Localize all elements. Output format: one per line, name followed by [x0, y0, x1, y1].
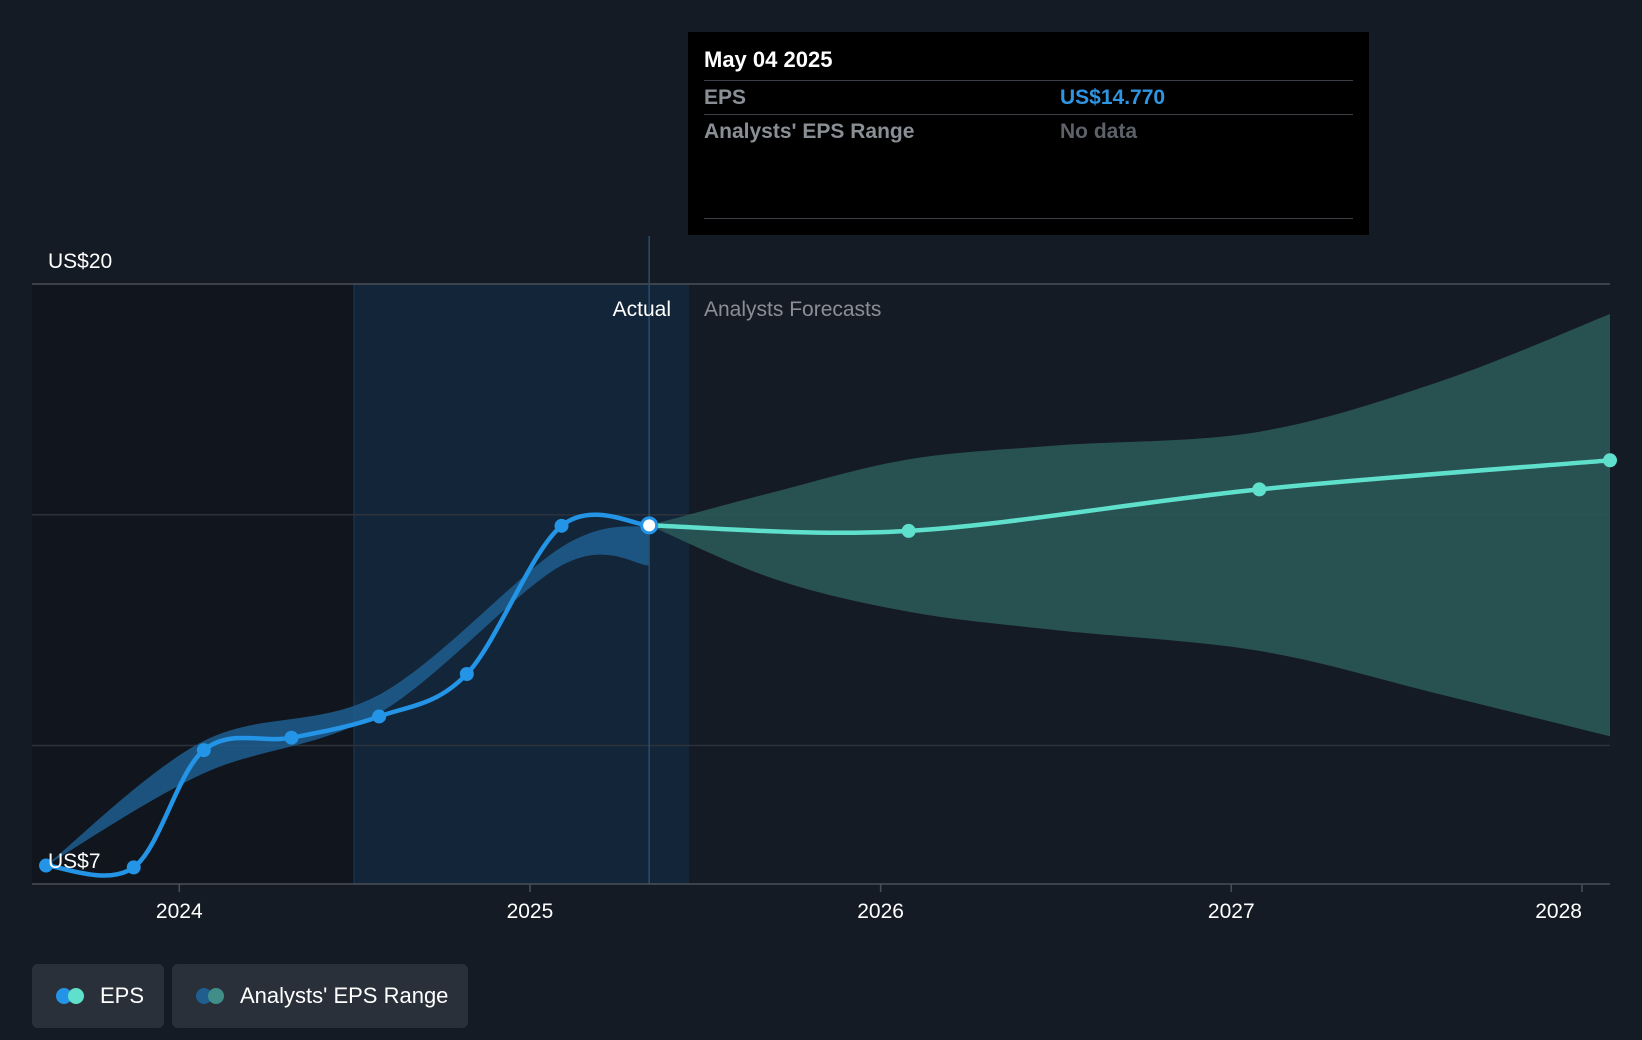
- eps-forecast-line: [646, 458, 1613, 535]
- legend-eps-label: EPS: [100, 983, 145, 1008]
- eps-actual-point[interactable]: [126, 860, 141, 875]
- tooltip-eps-label: EPS: [704, 85, 747, 109]
- eps-actual-point[interactable]: [554, 518, 569, 533]
- eps-legend-icon: [56, 988, 86, 1004]
- tooltip-eps-value: US$14.770: [1060, 85, 1166, 109]
- tooltip-range-label: Analysts' EPS Range: [704, 119, 915, 143]
- eps-forecast-point[interactable]: [1603, 453, 1617, 468]
- x-tick-label: 2025: [507, 900, 554, 923]
- eps-actual-point[interactable]: [39, 858, 54, 873]
- actual-eps-range-band: [46, 525, 650, 866]
- tooltip-date: May 04 2025: [704, 47, 833, 72]
- eps-actual-line: [43, 512, 652, 878]
- tooltip-divider: [704, 218, 1353, 219]
- eps-actual-point[interactable]: [284, 730, 299, 745]
- x-tick-label: 2028: [1535, 900, 1582, 923]
- tooltip-eps-row: EPS US$14.770: [704, 80, 1353, 114]
- legend-eps-range[interactable]: Analysts' EPS Range: [172, 964, 468, 1028]
- forecast-eps-range-band: [649, 314, 1610, 737]
- y-axis-top-label: US$20: [48, 250, 112, 273]
- eps-range-legend-icon: [196, 988, 226, 1004]
- eps-actual-point[interactable]: [459, 667, 474, 681]
- tooltip-range-row: Analysts' EPS Range No data: [704, 114, 1353, 148]
- eps-actual-point[interactable]: [372, 709, 387, 724]
- x-tick-label: 2027: [1208, 900, 1255, 923]
- tooltip: May 04 2025 EPS US$14.770 Analysts' EPS …: [688, 32, 1369, 235]
- y-axis-bottom-label: US$7: [48, 850, 101, 873]
- x-tick-label: 2024: [156, 900, 203, 923]
- legend-eps[interactable]: EPS: [32, 964, 164, 1028]
- past-region: [32, 284, 354, 884]
- x-tick-label: 2026: [857, 900, 904, 923]
- forecast-label: Analysts Forecasts: [704, 298, 881, 321]
- eps-current-point[interactable]: [640, 516, 659, 535]
- eps-forecast-point[interactable]: [1252, 482, 1267, 497]
- eps-forecast-point[interactable]: [901, 523, 916, 538]
- actual-label: Actual: [613, 298, 671, 321]
- legend-range-label: Analysts' EPS Range: [240, 983, 449, 1008]
- tooltip-range-value: No data: [1060, 119, 1138, 143]
- eps-actual-point[interactable]: [196, 743, 211, 758]
